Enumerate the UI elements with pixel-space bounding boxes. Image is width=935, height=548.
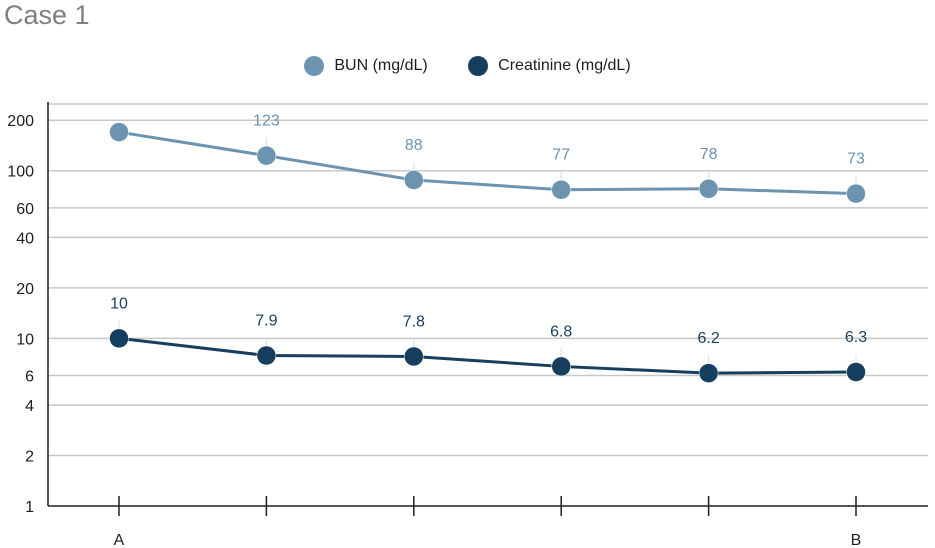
y-tick-label: 40 <box>16 230 34 247</box>
data-label: 10 <box>110 295 128 312</box>
data-point-creatinine <box>846 362 866 382</box>
y-tick-label: 2 <box>25 449 34 466</box>
data-label: 77 <box>552 147 570 164</box>
legend-marker-bun <box>304 56 325 76</box>
data-label: 78 <box>700 146 718 163</box>
data-label: 7.8 <box>403 313 425 330</box>
legend: BUN (mg/dL) Creatinine (mg/dL) <box>0 56 935 81</box>
data-point-bun <box>551 179 571 200</box>
data-label: 73 <box>847 151 865 168</box>
y-tick-label: 6 <box>25 369 34 386</box>
legend-item-creatinine: Creatinine (mg/dL) <box>468 56 631 76</box>
data-point-bun <box>698 179 719 199</box>
y-tick-label: 100 <box>7 164 34 181</box>
data-point-creatinine <box>404 346 424 367</box>
data-point-bun <box>256 145 277 166</box>
legend-item-bun: BUN (mg/dL) <box>304 56 428 76</box>
data-label: 6.2 <box>697 330 719 347</box>
legend-marker-creatinine <box>468 56 489 76</box>
series-line-creatinine <box>118 336 857 375</box>
y-tick-label: 4 <box>25 398 34 415</box>
y-tick-label: 20 <box>16 281 34 298</box>
y-tick-label: 10 <box>16 331 34 348</box>
legend-label-creatinine: Creatinine (mg/dL) <box>498 57 631 74</box>
data-label: 6.8 <box>550 323 572 340</box>
data-point-creatinine <box>256 345 277 366</box>
data-point-bun <box>846 183 866 204</box>
data-label: 123 <box>253 113 280 130</box>
data-label: 7.9 <box>255 313 277 330</box>
data-point-creatinine <box>109 328 129 349</box>
y-tick-label: 200 <box>7 113 34 130</box>
x-tick-label: B <box>851 532 862 548</box>
data-point-creatinine <box>698 363 719 383</box>
y-tick-label: 1 <box>25 499 34 516</box>
data-point-creatinine <box>551 356 571 377</box>
chart-title: Case 1 <box>4 0 90 30</box>
series-line-bun <box>118 130 857 196</box>
data-label: 6.3 <box>845 329 867 346</box>
data-point-bun <box>109 122 129 142</box>
legend-label-bun: BUN (mg/dL) <box>334 57 428 74</box>
y-tick-label: 60 <box>16 201 34 218</box>
data-label: 88 <box>405 137 423 154</box>
x-tick-label: A <box>114 532 125 548</box>
data-point-bun <box>404 170 424 190</box>
